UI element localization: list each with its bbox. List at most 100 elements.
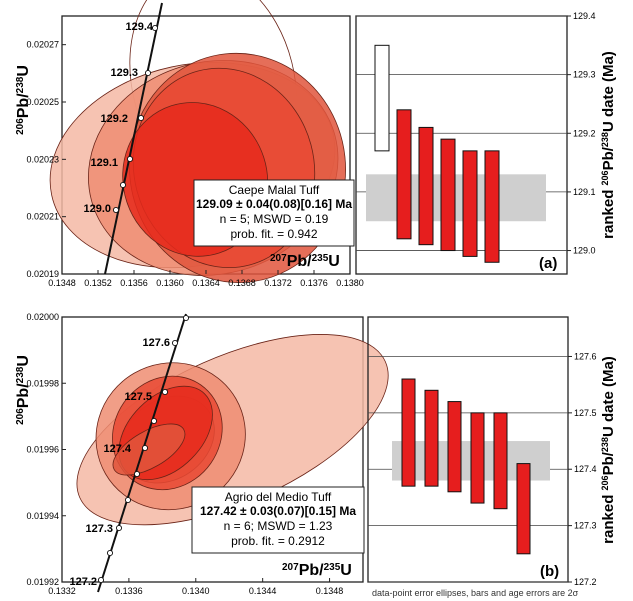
panel-a2-ylabel: ranked 206Pb/238U date (Ma) [600, 51, 617, 239]
pb2-bar-0 [401, 378, 416, 487]
pb-concordia-label-1: 127.3 [85, 523, 113, 535]
panel-b-concordia-curve: 127.2 127.3 127.4 127.5 127.6 [69, 313, 190, 593]
pa-xtick-label-7: 0.1376 [300, 278, 328, 288]
pb-concordia-dot-8 [171, 339, 179, 347]
pa-concordia-dot-3 [137, 114, 145, 122]
pa2-bar-3 [440, 138, 456, 252]
pb-xtick-label-1: 0.1336 [115, 586, 143, 596]
pb-ytick-label-4: 0.02000 [26, 312, 59, 322]
panel-a-box-frame [193, 179, 355, 247]
pa2-bar-1 [396, 109, 412, 240]
panel-a-y-ticks: 0.02019 0.02021 0.02023 0.02025 0.02027 [26, 40, 66, 279]
pa-xtick-label-4: 0.1364 [192, 278, 220, 288]
panel-a-box-prob: prob. fit. = 0.942 [230, 227, 317, 241]
panel-a-box-title: Caepe Malal Tuff [229, 183, 320, 197]
panel-b-box-stats: n = 6; MSWD = 1.23 [224, 519, 333, 533]
panel-a2-bars [374, 44, 500, 263]
pb-xtick-label-2: 0.1340 [182, 586, 210, 596]
panel-a-box-age: 129.09 ± 0.04(0.08)[0.16] Ma [196, 197, 352, 211]
pb2-ytick-label-3: 127.5 [574, 408, 597, 418]
panel-b-ranked: 127.2 127.3 127.4 127.5 127.6 (b) ranked 206… [367, 316, 617, 587]
pb2-ytick-label-0: 127.2 [574, 577, 597, 587]
pa-concordia-line [104, 2, 163, 275]
pa-concordia-dot-5 [151, 24, 159, 32]
pa-xtick-label-2: 0.1356 [120, 278, 148, 288]
pb-concordia-dot-6 [150, 417, 158, 425]
panel-b-tag: (b) [540, 563, 559, 580]
pa-ytick-label-0: 0.02019 [26, 269, 59, 279]
panel-a-box-stats: n = 5; MSWD = 0.19 [220, 212, 329, 226]
panel-a-concordia-curve: 129.0 129.1 129.2 129.3 129.4 [83, 2, 163, 275]
pa-concordia-label-1: 129.1 [90, 157, 118, 169]
panel-a2-y-ticks: 129.0 129.1 129.2 129.3 129.4 [567, 11, 596, 256]
panel-a-x-ticks: 0.1348 0.1352 0.1356 0.1360 0.1364 0.1368 0.13… [48, 270, 364, 288]
panel-b-box-age: 127.42 ± 0.03(0.07)[0.15] Ma [200, 504, 356, 518]
pa-xtick-label-3: 0.1360 [156, 278, 184, 288]
panel-b2-y-ticks: 127.2 127.3 127.4 127.5 127.6 [568, 351, 597, 587]
pa-concordia-dot-0 [112, 206, 120, 214]
panel-b-box-title: Agrio del Medio Tuff [225, 490, 332, 504]
pb2-ytick-label-4: 127.6 [574, 351, 597, 361]
panel-b-box-frame [191, 486, 365, 554]
pa2-ytick-label-2: 129.2 [573, 128, 596, 138]
pb-ytick-label-0: 0.01992 [26, 577, 59, 587]
panel-a2-mean-band [366, 174, 546, 222]
panel-b-ellipses [76, 334, 389, 526]
pb-xtick-label-4: 0.1348 [316, 586, 344, 596]
pa-ytick-label-3: 0.02025 [26, 97, 59, 107]
pa-concordia-dot-2 [126, 155, 134, 163]
pb-ytick-label-3: 0.01998 [26, 378, 59, 388]
pb-xtick-label-3: 0.1344 [249, 586, 277, 596]
pa2-ytick-label-1: 129.1 [573, 187, 596, 197]
pb-concordia-dot-9 [182, 314, 190, 322]
pb-concordia-label-4: 127.6 [142, 337, 170, 349]
panel-b2-ylabel: ranked 206Pb/238U date (Ma) [600, 356, 617, 544]
pb-ytick-label-1: 0.01994 [26, 511, 59, 521]
panel-a-ylabel: 206Pb/238U [15, 65, 33, 135]
pa-ytick-label-4: 0.02027 [26, 40, 59, 50]
panel-b-box-prob: prob. fit. = 0.2912 [231, 534, 325, 548]
pa-xtick-label-8: 0.1380 [336, 278, 364, 288]
pb-concordia-line [97, 313, 187, 593]
pb-concordia-label-0: 127.2 [69, 576, 97, 588]
panel-b2-bars [401, 378, 531, 555]
pb-concordia-dot-5 [141, 444, 149, 452]
panel-a-info-box: Caepe Malal Tuff 129.09 ± 0.04(0.08)[0.1… [193, 179, 355, 247]
pb2-ytick-label-1: 127.3 [574, 521, 597, 531]
pb-concordia-dot-3 [124, 496, 132, 504]
pb-xtick-label-0: 0.1332 [48, 586, 76, 596]
panel-b-x-ticks: 0.1332 0.1336 0.1340 0.1344 0.1348 [48, 578, 343, 596]
pb2-bar-2 [447, 401, 462, 493]
pb-ytick-label-2: 0.01996 [26, 445, 59, 455]
panel-b-ylabel: 206Pb/238U [15, 355, 33, 425]
pb2-bar-3 [470, 412, 485, 504]
pa2-bar-0 [374, 44, 390, 152]
pa2-ytick-label-3: 129.3 [573, 70, 596, 80]
pa-concordia-label-0: 129.0 [83, 203, 111, 215]
pb2-bar-5 [516, 463, 531, 555]
pa2-mean-band-rect [366, 174, 546, 222]
pb-concordia-label-3: 127.5 [124, 391, 152, 403]
pa-concordia-dot-1 [119, 181, 127, 189]
panel-a-ranked: 129.0 129.1 129.2 129.3 129.4 (a) ranked 206… [355, 11, 617, 275]
pa-ytick-label-2: 0.02023 [26, 154, 59, 164]
pa2-bar-2 [418, 126, 434, 246]
pb2-bar-1 [424, 389, 439, 487]
pa-xtick-label-5: 0.1368 [228, 278, 256, 288]
pa2-bar-5 [484, 150, 500, 263]
pa-concordia-dot-4 [144, 69, 152, 77]
pb-ellipse-5 [112, 423, 186, 476]
pa-xtick-label-0: 0.1348 [48, 278, 76, 288]
pb-concordia-dot-1 [106, 549, 114, 557]
pb-concordia-dot-7 [161, 388, 169, 396]
pa2-ytick-label-4: 129.4 [573, 11, 596, 21]
panel-b-info-box: Agrio del Medio Tuff 127.42 ± 0.03(0.07)… [191, 486, 365, 554]
pa-concordia-label-4: 129.4 [125, 21, 153, 33]
pa-xtick-label-1: 0.1352 [84, 278, 112, 288]
pa-ytick-label-1: 0.02021 [26, 212, 59, 222]
pb-concordia-dot-4 [133, 470, 141, 478]
pa-concordia-label-3: 129.3 [110, 67, 138, 79]
